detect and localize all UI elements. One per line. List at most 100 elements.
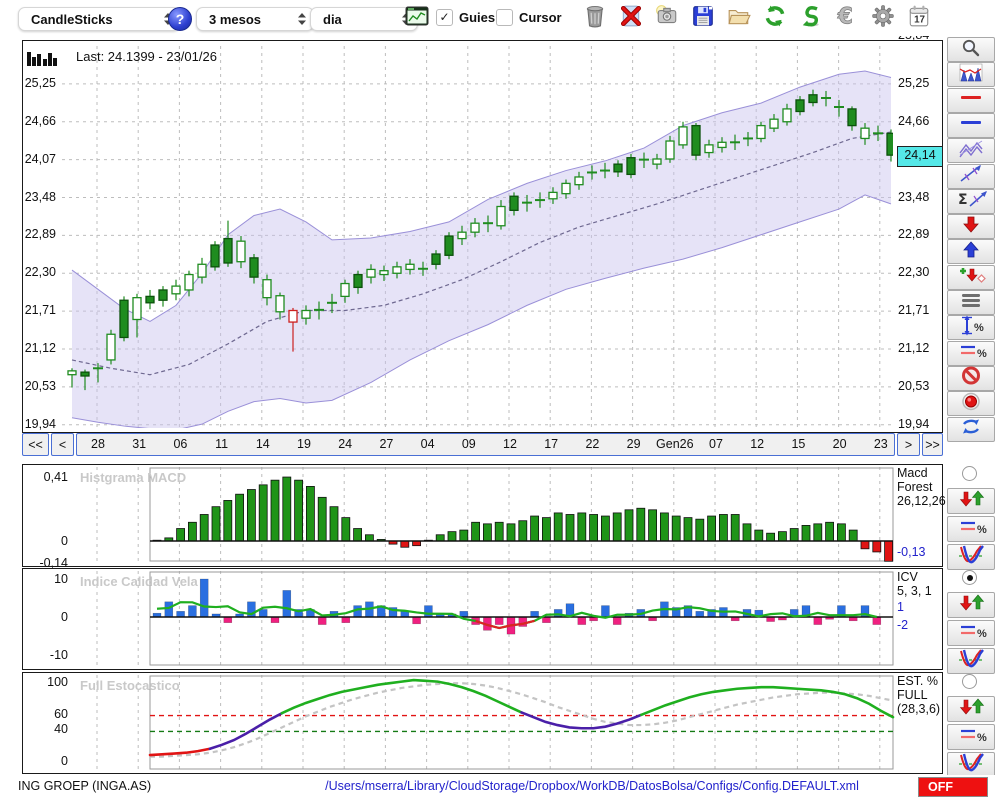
svg-text:%: %	[977, 348, 987, 360]
main-chart-panel	[22, 40, 943, 433]
chart-window-button[interactable]	[404, 5, 430, 31]
nav-next-button[interactable]: >	[897, 433, 920, 456]
delete-button[interactable]	[618, 5, 644, 31]
config-path: /Users/mserra/Library/CloudStorage/Dropb…	[325, 779, 859, 793]
refresh-button[interactable]	[762, 5, 788, 31]
macd-chart[interactable]	[22, 464, 941, 565]
settings-button[interactable]	[870, 4, 896, 31]
chart-type-select[interactable]: CandleSticks	[18, 7, 180, 31]
lines-percent-button[interactable]: %	[947, 340, 995, 366]
macd-panel	[22, 464, 943, 567]
arrow-up-button[interactable]	[947, 238, 995, 266]
refresh-icon	[763, 4, 787, 33]
icv-radio[interactable]	[962, 570, 977, 585]
last-price-label: Last: 24.1399 - 23/01/26	[76, 49, 217, 64]
est-curve-fit-button[interactable]	[947, 752, 995, 778]
measure-percent-button[interactable]: %	[947, 315, 995, 341]
svg-text:Σ: Σ	[958, 192, 968, 208]
nav-first-button[interactable]: <<	[22, 433, 49, 456]
macd-radio[interactable]	[962, 466, 977, 481]
date-scrollbar[interactable]: 28 31 06 11 14 19 24 27 04 09 12 17 22 29 Gen26 07 12 15 2…	[76, 433, 895, 456]
open-folder-icon	[727, 4, 751, 33]
est-lines-percent-button[interactable]: %	[947, 724, 995, 750]
off-toggle-button[interactable]: OFF	[918, 777, 988, 797]
guies-checkbox[interactable]: ✓ Guies	[436, 9, 495, 26]
macd-lines-percent-button[interactable]: %	[947, 516, 995, 542]
sync-button[interactable]	[798, 5, 824, 31]
curve-fit-icon	[948, 751, 994, 779]
open-folder-button[interactable]	[726, 5, 752, 31]
red-line-button[interactable]	[947, 87, 995, 113]
price-tick: 22,30	[24, 265, 56, 280]
nav-date: 07	[709, 437, 723, 451]
recycle-button[interactable]	[947, 416, 995, 442]
delete-icon	[619, 4, 643, 33]
euro-icon: €	[835, 4, 859, 33]
macd-curve-fit-button[interactable]	[947, 544, 995, 570]
trash-button[interactable]	[582, 5, 608, 31]
range-value: 3 mesos	[209, 11, 262, 27]
channel-button[interactable]	[947, 138, 995, 164]
timeframe-select[interactable]: dia	[310, 7, 418, 31]
svg-text:%: %	[974, 322, 984, 334]
panel-tick: 0	[61, 754, 68, 768]
calendar-icon: 17	[907, 4, 931, 33]
icv-curve-fit-button[interactable]	[947, 648, 995, 674]
price-tick: 24,66	[24, 113, 56, 128]
macd-arrows-pair-button[interactable]	[947, 488, 995, 514]
est-radio[interactable]	[962, 674, 977, 689]
block-button[interactable]	[947, 365, 995, 391]
trendline-button[interactable]	[947, 162, 995, 190]
arrow-down-icon	[948, 213, 994, 241]
price-tick: 24,66	[898, 113, 930, 128]
record-button[interactable]	[947, 391, 995, 417]
panel-tick: 100	[47, 675, 68, 689]
rows-button[interactable]	[947, 290, 995, 315]
price-tick: 19,94	[24, 416, 56, 431]
price-tick: 23,48	[898, 189, 930, 204]
icv-lines-percent-button[interactable]: %	[947, 620, 995, 646]
indicator-chart-button[interactable]	[947, 62, 995, 88]
range-select[interactable]: 3 mesos	[196, 7, 314, 31]
snapshot-button[interactable]	[654, 4, 680, 31]
zoom-button[interactable]	[947, 37, 995, 62]
curve-fit-icon	[948, 543, 994, 571]
est-arrows-pair-button[interactable]	[947, 696, 995, 722]
stochastic-chart[interactable]	[22, 672, 941, 772]
price-tick: 25,25	[24, 75, 56, 90]
nav-prev-button[interactable]: <	[51, 433, 74, 456]
stochastic-title: Full Estocastico	[80, 678, 180, 693]
save-button[interactable]	[690, 5, 716, 31]
euro-button[interactable]: €	[834, 4, 860, 33]
chart-style-icon[interactable]	[26, 46, 58, 68]
trendline-icon	[948, 162, 994, 190]
icv-arrows-pair-button[interactable]	[947, 592, 995, 618]
arrow-down-button[interactable]	[947, 213, 995, 241]
zoom-icon	[948, 36, 994, 64]
svg-text:€: €	[837, 4, 853, 27]
sum-trendline-icon: Σ	[948, 187, 994, 215]
nav-date: 12	[503, 437, 517, 451]
svg-text:%: %	[977, 524, 987, 536]
main-chart[interactable]	[62, 46, 893, 428]
rows-icon	[948, 289, 994, 317]
icv-chart[interactable]	[22, 568, 941, 668]
icv-info: ICV 5, 3, 1	[897, 570, 932, 598]
arrow-up-icon	[948, 238, 994, 266]
blue-line-button[interactable]	[947, 112, 995, 138]
nav-date: 17	[544, 437, 559, 451]
help-label: ?	[175, 11, 185, 27]
nav-last-button[interactable]: >>	[922, 433, 943, 456]
cursor-checkbox[interactable]: Cursor	[496, 9, 562, 26]
status-bar: ING GROEP (INGA.AS) /Users/mserra/Librar…	[0, 775, 1000, 800]
sum-trendline-button[interactable]: Σ	[947, 187, 995, 215]
nav-date: 20	[832, 437, 847, 451]
select-chevrons-icon	[298, 13, 306, 25]
nav-date: 11	[215, 437, 229, 451]
macd-title: Histgrama MACD	[80, 470, 187, 485]
add-signal-button[interactable]	[947, 264, 995, 290]
price-tick: 21,71	[898, 303, 930, 318]
calendar-button[interactable]: 17	[906, 5, 932, 31]
help-button[interactable]: ?	[168, 7, 192, 31]
price-tick: 21,71	[24, 303, 56, 318]
